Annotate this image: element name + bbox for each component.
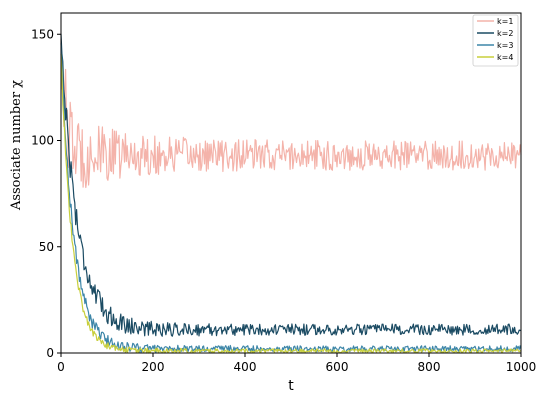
x-tick-label: 800 xyxy=(418,360,441,374)
x-tick-label: 1000 xyxy=(506,360,537,374)
x-tick-label: 200 xyxy=(142,360,165,374)
legend: k=1 k=2 k=3 k=4 xyxy=(472,14,519,67)
x-axis-label: t xyxy=(288,378,294,394)
legend-box xyxy=(472,14,519,67)
series-line-k1 xyxy=(60,39,522,189)
legend-label-k1: k=1 xyxy=(497,17,513,26)
series-line-k4 xyxy=(60,53,522,354)
x-tick-label: 600 xyxy=(326,360,349,374)
plot-frame xyxy=(60,12,522,354)
y-axis-label: Associate number χ xyxy=(9,80,24,211)
legend-label-k2: k=2 xyxy=(497,29,513,38)
series-line-k3 xyxy=(60,43,522,353)
legend-label-k4: k=4 xyxy=(497,53,513,62)
series-line-k2 xyxy=(60,33,522,337)
y-tick-label: 0 xyxy=(46,346,54,360)
series-layer xyxy=(60,33,522,354)
y-tick-label: 150 xyxy=(31,27,54,41)
y-tick-label: 50 xyxy=(39,240,54,254)
x-tick-label: 400 xyxy=(234,360,257,374)
axis-ticks: 0 200 400 600 800 1000 0 50 100 150 xyxy=(31,27,536,374)
legend-label-k3: k=3 xyxy=(497,41,513,50)
y-tick-label: 100 xyxy=(31,134,54,148)
x-tick-label: 0 xyxy=(57,360,65,374)
